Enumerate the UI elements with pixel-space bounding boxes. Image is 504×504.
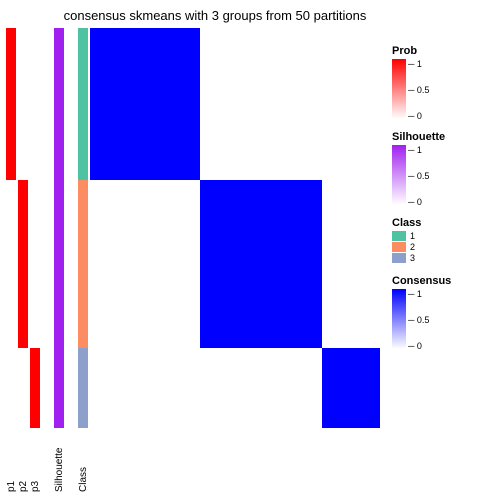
legend-prob: Prob ─ 1 ─ 0.5 ─ 0: [392, 45, 500, 119]
legend-item-label: 3: [410, 253, 415, 263]
legend-tick: ─ 0.5: [408, 315, 429, 325]
ann-segment: [6, 28, 16, 180]
legend-item-label: 1: [410, 231, 415, 241]
legend-tick: ─ 1: [408, 145, 422, 155]
ann-segment: [30, 28, 40, 180]
legend-tick: ─ 0: [408, 341, 422, 351]
legend-silhouette: Silhouette ─ 1 ─ 0.5 ─ 0: [392, 131, 500, 205]
ann-segment: [18, 180, 28, 188]
ann-segment: [30, 348, 40, 428]
column-label: p1: [6, 432, 16, 492]
ann-segment: [30, 180, 40, 188]
heatmap-block: [322, 348, 380, 428]
legend-tick: ─ 1: [408, 289, 422, 299]
legend-class: Class 123: [392, 217, 500, 263]
legend-gradient: [392, 59, 406, 119]
legend-tick: ─ 0: [408, 111, 422, 121]
ann-segment: [78, 348, 88, 428]
ann-segment: [78, 28, 88, 180]
legend-consensus: Consensus ─ 1 ─ 0.5 ─ 0: [392, 275, 500, 349]
legend-swatch: [392, 253, 406, 263]
heatmap-block: [90, 28, 200, 180]
legend-swatch: [392, 231, 406, 241]
legend-tick: ─ 0.5: [408, 171, 429, 181]
ann-segment: [18, 348, 28, 428]
legend-gradient: [392, 145, 406, 205]
ann-segment: [78, 180, 88, 348]
annotation-columns: [6, 28, 88, 428]
legend-item: 2: [392, 242, 500, 252]
column-label: Class: [78, 432, 88, 492]
legend-title: Class: [392, 217, 500, 229]
legend-title: Consensus: [392, 275, 500, 287]
legend-gradient: [392, 289, 406, 349]
legend-tick: ─ 1: [408, 59, 422, 69]
column-label: Silhouette: [54, 432, 64, 492]
ann-segment: [18, 188, 28, 348]
column-labels: p1p2p3 Silhouette Class: [6, 432, 88, 492]
ann-col-p3: [30, 28, 40, 428]
ann-col-Silhouette: [54, 28, 64, 428]
ann-segment: [6, 348, 16, 428]
ann-segment: [18, 28, 28, 180]
legend-title: Prob: [392, 45, 500, 57]
consensus-heatmap: [90, 28, 380, 428]
legend-item-label: 2: [410, 242, 415, 252]
ann-segment: [54, 28, 64, 428]
column-label: p2: [18, 432, 28, 492]
ann-col-gap2: [66, 28, 76, 428]
legend-tick: ─ 0: [408, 197, 422, 207]
ann-segment: [6, 180, 16, 188]
ann-col-gap1: [42, 28, 52, 428]
legends: Prob ─ 1 ─ 0.5 ─ 0 Silhouette ─ 1 ─ 0.5 ─ 0 Clas…: [392, 45, 500, 361]
ann-col-p2: [18, 28, 28, 428]
chart-title: consensus skmeans with 3 groups from 50 …: [50, 8, 380, 23]
legend-swatch: [392, 242, 406, 252]
legend-item: 1: [392, 231, 500, 241]
ann-segment: [30, 188, 40, 348]
legend-title: Silhouette: [392, 131, 500, 143]
legend-item: 3: [392, 253, 500, 263]
ann-col-Class: [78, 28, 88, 428]
legend-tick: ─ 0.5: [408, 85, 429, 95]
column-label: p3: [30, 432, 40, 492]
heatmap-block: [200, 180, 322, 348]
column-label: [42, 432, 52, 492]
ann-segment: [6, 188, 16, 348]
ann-col-p1: [6, 28, 16, 428]
column-label: [66, 432, 76, 492]
